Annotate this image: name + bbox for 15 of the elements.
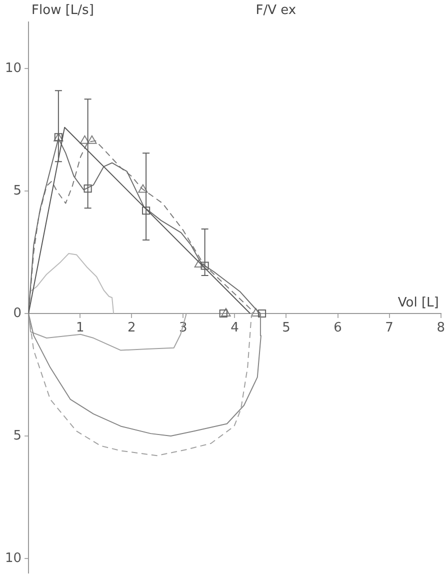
y-axis-title: Flow [L/s] xyxy=(32,2,94,18)
x-tick-label: 5 xyxy=(282,320,290,336)
x-tick-label: 6 xyxy=(334,320,342,336)
y-tick-label: 5 xyxy=(13,183,22,198)
y-tick-label: 10 xyxy=(4,550,22,566)
x-tick-label: 7 xyxy=(385,320,394,336)
y-tick-label: 0 xyxy=(13,306,22,321)
x-axis-title: Vol [L] xyxy=(398,295,439,310)
x-tick-label: 8 xyxy=(436,320,446,336)
y-tick-label: 5 xyxy=(13,428,22,444)
chart-title: F/V ex xyxy=(256,2,296,18)
y-tick-label: 10 xyxy=(4,60,22,76)
x-tick-label: 2 xyxy=(127,320,136,336)
x-tick-label: 1 xyxy=(76,320,84,336)
x-tick-label: 4 xyxy=(230,320,239,336)
